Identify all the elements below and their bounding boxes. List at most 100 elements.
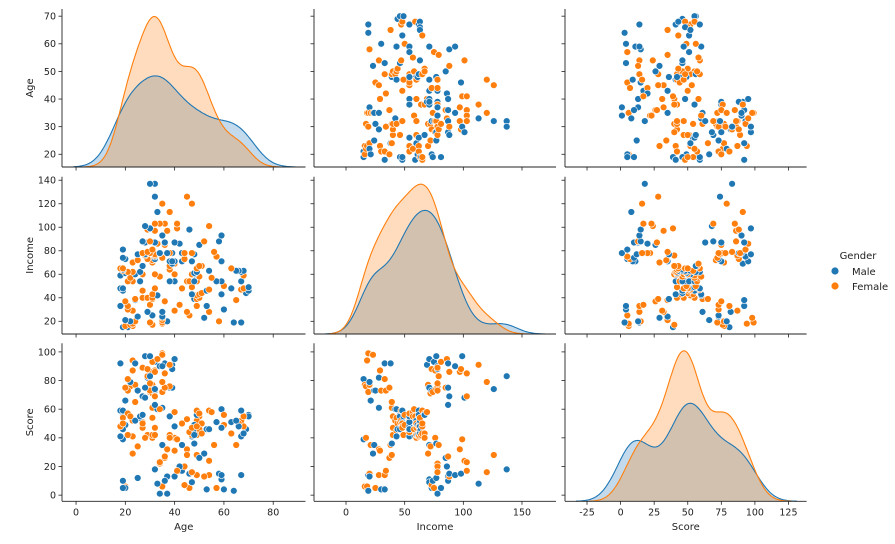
point-female <box>153 355 162 363</box>
point-male <box>158 231 167 240</box>
kde-fill-female <box>329 184 530 334</box>
point-female <box>126 412 135 421</box>
point-female <box>148 414 157 422</box>
point-female <box>659 227 668 235</box>
point-female <box>166 434 174 442</box>
point-female <box>654 81 662 89</box>
point-male <box>740 156 748 164</box>
panels: 20 30 40 50 60 70 Age 20 40 60 80 100 120 140 Income 0 2… <box>25 9 807 533</box>
point-male <box>212 418 221 426</box>
point-female <box>161 369 169 378</box>
point-male <box>158 362 167 370</box>
point-female <box>138 287 147 295</box>
point-female <box>694 95 703 103</box>
point-male <box>220 305 228 314</box>
point-female <box>735 125 743 134</box>
point-male <box>217 424 226 432</box>
point-male <box>451 109 459 117</box>
point-male <box>429 153 437 161</box>
point-female <box>188 200 196 208</box>
point-male <box>365 472 374 481</box>
point-female <box>709 117 717 125</box>
point-female <box>183 308 191 316</box>
point-female <box>670 128 678 136</box>
point-female <box>748 109 756 117</box>
point-female <box>670 262 678 270</box>
point-male <box>185 225 194 234</box>
point-female <box>663 248 672 256</box>
point-male <box>716 117 724 125</box>
point-male <box>673 73 681 81</box>
point-male <box>230 487 238 495</box>
point-male <box>375 125 383 134</box>
x-tick-label: 100 <box>454 507 472 518</box>
point-male <box>620 318 629 327</box>
point-male <box>445 131 453 139</box>
panel-score-vs-score: -25 0 25 50 75 100 125 Score <box>561 343 807 533</box>
point-male <box>158 441 167 449</box>
point-female <box>463 117 471 125</box>
point-female <box>121 384 130 392</box>
y-tick-label: 60 <box>44 405 56 416</box>
kde-line-male <box>575 402 797 502</box>
point-female <box>170 408 179 416</box>
point-male <box>134 386 142 395</box>
kde-line-female <box>83 15 280 168</box>
point-male <box>618 249 626 257</box>
point-male <box>163 490 171 498</box>
point-male <box>716 193 724 201</box>
x-tick-label: 60 <box>218 507 230 518</box>
x-tick-label: 150 <box>513 507 531 518</box>
point-female <box>364 122 372 131</box>
x-tick-label: 0 <box>618 507 624 518</box>
y-tick-label: 20 <box>44 317 56 328</box>
point-male <box>200 314 208 322</box>
kde-fill-male <box>325 210 545 334</box>
y-tick-label: 20 <box>44 150 56 161</box>
point-male <box>364 487 372 495</box>
point-female <box>195 409 204 418</box>
point-female <box>193 422 201 431</box>
point-female <box>728 248 736 256</box>
point-female <box>659 103 668 112</box>
point-female <box>156 458 164 466</box>
point-female <box>170 270 179 278</box>
point-female <box>180 249 189 257</box>
point-female <box>483 378 491 386</box>
point-male <box>138 411 147 419</box>
point-male <box>655 62 664 70</box>
point-female <box>748 314 756 322</box>
point-female <box>663 26 672 34</box>
point-female <box>183 193 191 201</box>
point-female <box>183 451 191 459</box>
point-male <box>405 73 414 81</box>
point-female <box>433 468 442 476</box>
point-female <box>689 120 697 128</box>
point-male <box>618 111 626 120</box>
point-female <box>463 458 471 466</box>
point-male <box>416 56 424 65</box>
point-male <box>690 100 699 109</box>
legend: Gender Male Female <box>831 251 888 293</box>
point-male <box>425 42 433 51</box>
point-female <box>210 248 218 256</box>
point-female <box>119 264 127 273</box>
point-female <box>420 434 429 442</box>
point-male <box>205 425 213 433</box>
point-female <box>739 208 747 216</box>
point-male <box>714 136 723 145</box>
y-tick-label: 0 <box>50 491 56 502</box>
point-male <box>641 117 649 125</box>
point-female <box>376 447 384 455</box>
point-male <box>420 131 429 139</box>
point-female <box>722 200 731 208</box>
point-female <box>376 366 384 375</box>
point-female <box>151 368 159 376</box>
point-female <box>688 81 696 89</box>
point-female <box>385 384 394 392</box>
point-male <box>151 385 159 393</box>
point-female <box>151 220 159 228</box>
point-male <box>377 40 385 48</box>
point-male <box>398 153 406 161</box>
point-female <box>232 296 240 304</box>
